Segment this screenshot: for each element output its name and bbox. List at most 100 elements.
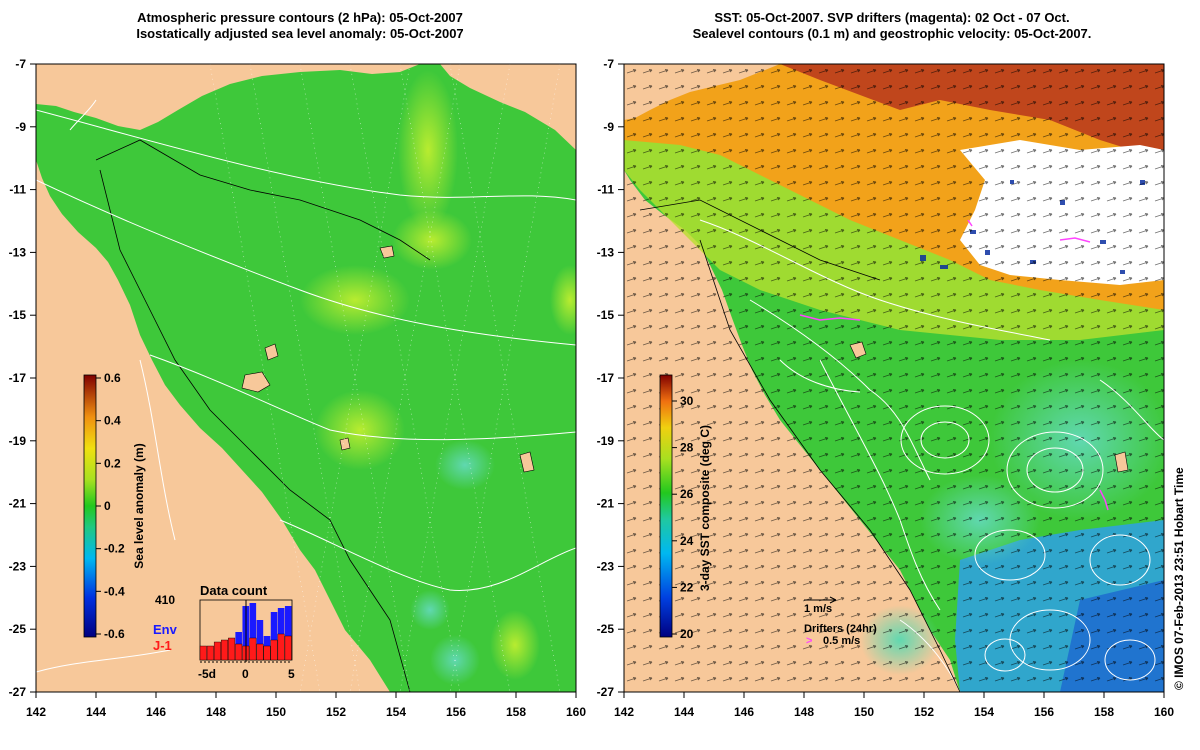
left-lat-tick-label: -9: [15, 120, 26, 134]
left-papua-new-guinea-land: [36, 64, 420, 130]
left-colorbar-tick-label: -0.4: [104, 584, 125, 598]
left-colorbar-tick-label: 0.6: [104, 371, 121, 385]
right-lat-tick-label: -27: [597, 685, 615, 699]
left-lon-tick-label: 160: [566, 705, 586, 719]
right-lon-tick-label: 154: [974, 705, 994, 719]
left-lon-tick-label: 144: [86, 705, 106, 719]
right-lat-tick-label: -19: [597, 434, 615, 448]
histogram-xtick-0: 0: [242, 667, 249, 681]
left-lat-tick-label: -19: [9, 434, 27, 448]
left-lat-tick-label: -23: [9, 559, 27, 573]
histogram-j1-bar: [277, 633, 285, 661]
right-colorbar-tick-label: 28: [680, 441, 694, 455]
left-lon-tick-label: 152: [326, 705, 346, 719]
drifter-legend: Drifters (24hr) > 0.5 m/s: [804, 623, 877, 647]
left-panel-title: Atmospheric pressure contours (2 hPa): 0…: [20, 10, 580, 42]
right-lon-tick-label: 144: [674, 705, 694, 719]
right-lat-tick-label: -7: [603, 57, 614, 71]
right-colorbar: [659, 374, 673, 638]
drifter-arrow-icon: >: [806, 635, 812, 647]
histogram-env-bar: [249, 603, 257, 638]
left-colorbar: [83, 374, 97, 638]
left-bathymetry-contour: [95, 139, 431, 692]
histogram-j1-bar: [249, 637, 257, 661]
histogram-legend-env: Env: [153, 622, 178, 637]
histogram-env-bar: [277, 608, 285, 634]
histogram-j1-bar: [263, 645, 271, 661]
copyright-label: © IMOS 07-Feb-2013 23:51 Hobart Time: [1172, 467, 1186, 690]
histogram-title: Data count: [200, 583, 268, 598]
left-map-area: [36, 64, 576, 692]
right-lon-tick-label: 156: [1034, 705, 1054, 719]
left-lon-tick-label: 142: [26, 705, 46, 719]
right-lat-tick-label: -11: [597, 183, 614, 197]
right-colorbar-label: 3-day SST composite (deg C): [698, 425, 712, 591]
right-lon-tick-label: 148: [794, 705, 814, 719]
histogram-legend-j1: J-1: [153, 638, 172, 653]
left-pressure-contours: [36, 99, 576, 673]
histogram-j1-bar: [221, 639, 229, 661]
left-longitude-axis: 142 144 146 148 150 152 154 156 158 160: [26, 692, 586, 719]
left-small-islands: [241, 245, 535, 473]
left-latitude-axis: -7 -9 -11 -13 -15 -17 -19 -21 -23 -25 -27: [9, 57, 36, 699]
right-longitude-axis: 142 144 146 148 150 152 154 156 158 160: [614, 692, 1174, 719]
histogram-xtick-5: 5: [288, 667, 295, 681]
left-title-line2: Isostatically adjusted sea level anomaly…: [136, 26, 464, 41]
right-lat-tick-label: -23: [597, 559, 615, 573]
histogram-env-bar: [256, 620, 264, 644]
right-map-area: [624, 64, 1164, 692]
left-lon-tick-label: 146: [146, 705, 166, 719]
right-drifter-tracks: [799, 219, 1109, 511]
right-colorbar-tick-label: 24: [680, 534, 694, 548]
drifters-label: Drifters (24hr): [804, 623, 877, 635]
right-lon-tick-label: 160: [1154, 705, 1174, 719]
left-lat-tick-label: -17: [9, 371, 27, 385]
right-colorbar-tick-label: 30: [680, 394, 694, 408]
histogram-max-label: 410: [155, 593, 175, 607]
right-lat-tick-label: -9: [603, 120, 614, 134]
velocity-scale-label: 1 m/s: [804, 603, 832, 615]
histogram-env-bar: [270, 612, 278, 640]
right-colorbar-tick-label: 26: [680, 487, 694, 501]
left-lon-tick-label: 158: [506, 705, 526, 719]
histogram-env-bar: [235, 632, 242, 644]
left-lon-tick-label: 156: [446, 705, 466, 719]
left-lon-tick-label: 148: [206, 705, 226, 719]
histogram-xtick-minus5: -5d: [198, 667, 216, 681]
left-satellite-tracks: [209, 64, 561, 692]
right-colorbar-tick-label: 20: [680, 627, 694, 641]
right-lat-tick-label: -21: [597, 497, 615, 511]
left-lon-tick-label: 150: [266, 705, 286, 719]
left-png-islands: [440, 64, 576, 150]
velocity-scale: 1 m/s: [804, 596, 837, 615]
histogram-j1-bar: [256, 643, 264, 661]
left-colorbar-tick-label: -0.2: [104, 542, 125, 556]
left-lat-tick-label: -11: [9, 183, 26, 197]
right-lon-tick-label: 146: [734, 705, 754, 719]
left-lat-tick-label: -15: [9, 308, 27, 322]
right-title-line2: Sealevel contours (0.1 m) and geostrophi…: [692, 26, 1092, 41]
right-lat-tick-label: -15: [597, 308, 615, 322]
right-sealevel-contours: [699, 219, 1164, 692]
right-lon-tick-label: 158: [1094, 705, 1114, 719]
histogram-j1-bar: [235, 643, 243, 661]
left-lat-tick-label: -21: [9, 497, 27, 511]
data-count-histogram: Data count 410 Env J-1 -5d 0 5: [153, 583, 295, 681]
histogram-j1-bar: [199, 645, 207, 661]
histogram-env-bar: [263, 636, 271, 646]
left-title-line1: Atmospheric pressure contours (2 hPa): 0…: [137, 10, 463, 25]
right-lat-tick-label: -17: [597, 371, 615, 385]
left-lat-tick-label: -25: [9, 622, 27, 636]
right-lon-tick-label: 150: [854, 705, 874, 719]
left-colorbar-tick-label: 0: [104, 499, 111, 513]
left-colorbar-label: Sea level anomaly (m): [132, 443, 146, 568]
histogram-j1-bar: [206, 645, 214, 661]
histogram-env-bar: [284, 606, 292, 636]
right-lat-tick-label: -25: [597, 622, 615, 636]
histogram-j1-bar: [284, 635, 292, 661]
right-lon-tick-label: 152: [914, 705, 934, 719]
right-latitude-axis: -7 -9 -11 -13 -15 -17 -19 -21 -23 -25 -27: [597, 57, 624, 699]
left-colorbar-ticks: 0.6 0.4 0.2 0 -0.2 -0.4 -0.6: [96, 371, 125, 641]
right-colorbar-tick-label: 22: [680, 580, 694, 594]
